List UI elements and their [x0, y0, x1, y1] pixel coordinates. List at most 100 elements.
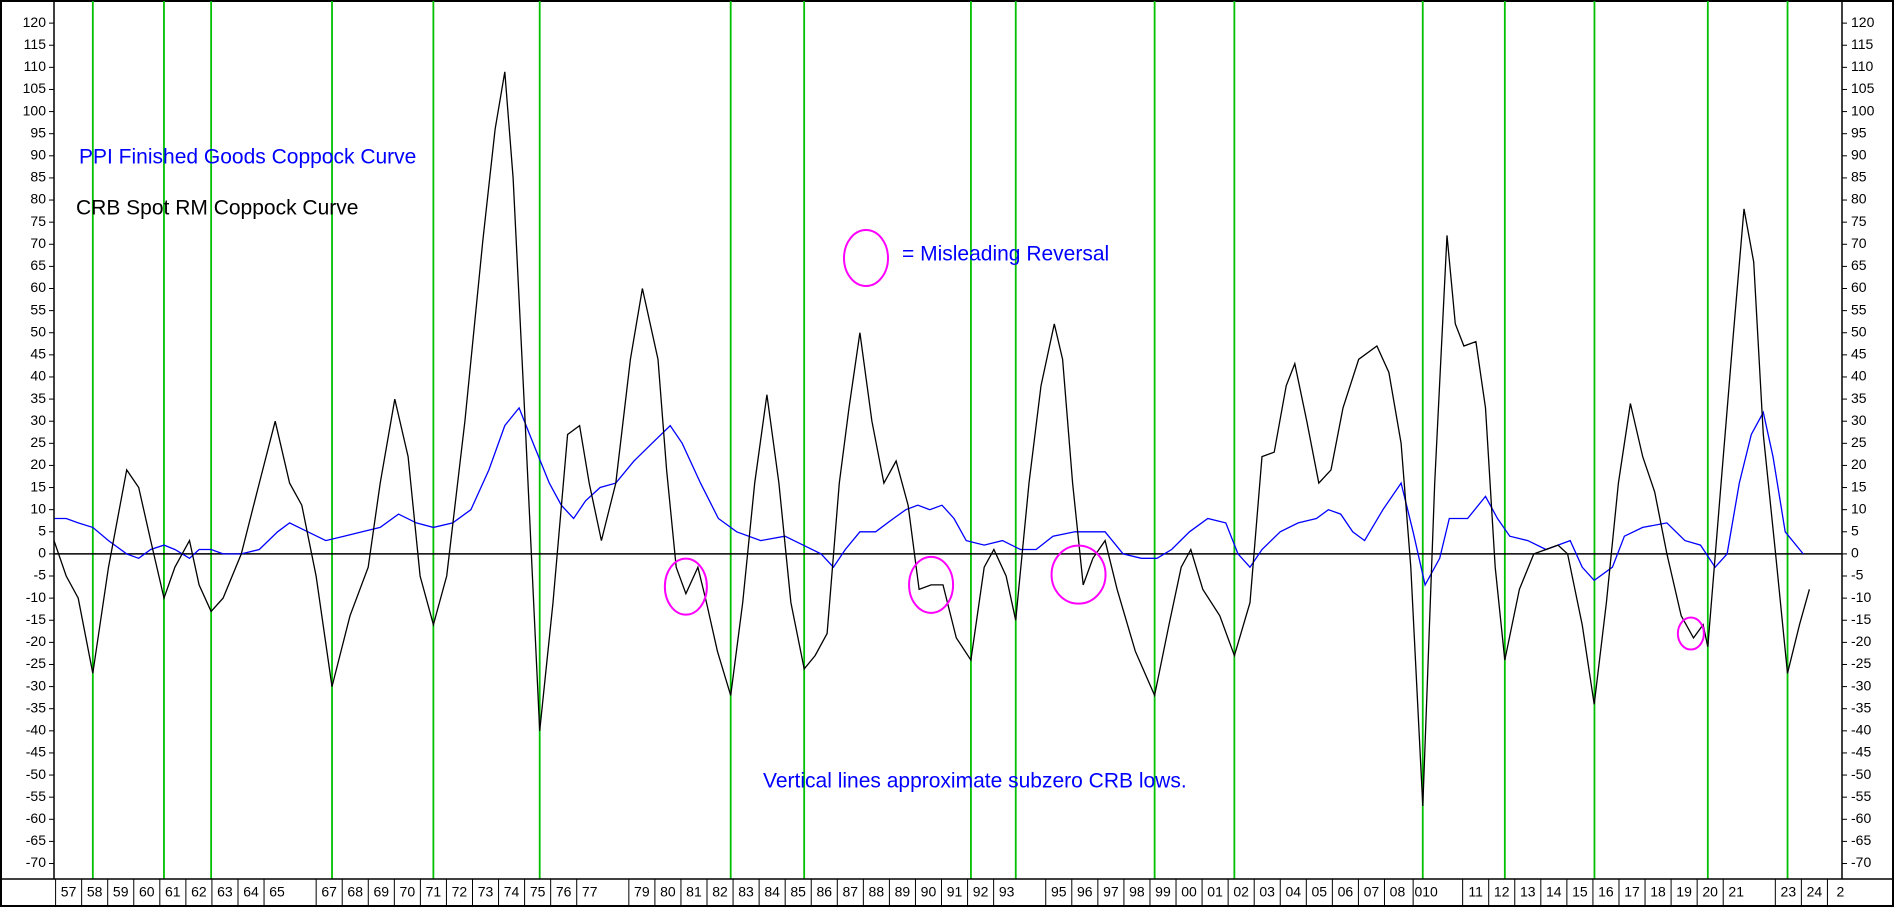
x-tick-label: 60	[139, 884, 155, 900]
y-tick-label: 105	[1851, 80, 1875, 96]
highlight-circle	[1050, 544, 1107, 605]
y-tick-label: 45	[30, 346, 46, 362]
x-tick-label: 2	[1837, 884, 1845, 900]
x-tick-label: 69	[373, 884, 389, 900]
highlight-circle	[663, 557, 708, 616]
annotation-note: Vertical lines approximate subzero CRB l…	[763, 770, 1187, 793]
y-tick-label: 75	[30, 213, 46, 229]
y-tick-label: 35	[1851, 390, 1867, 406]
x-tick-label: 18	[1650, 884, 1666, 900]
y-tick-label: -20	[26, 633, 46, 649]
y-tick-label: -15	[1851, 611, 1871, 627]
y-tick-label: -40	[26, 722, 46, 738]
x-tick-label: 010	[1414, 884, 1438, 900]
x-tick-label: 08	[1390, 884, 1406, 900]
x-tick-label: 23	[1781, 884, 1797, 900]
x-tick-label: 92	[973, 884, 989, 900]
y-tick-label: 45	[1851, 346, 1867, 362]
y-tick-label: -30	[1851, 677, 1871, 693]
x-tick-label: 06	[1338, 884, 1354, 900]
x-tick-label: 04	[1285, 884, 1301, 900]
y-tick-label: 50	[30, 323, 46, 339]
x-tick-label: 96	[1077, 884, 1093, 900]
y-tick-label: 85	[30, 169, 46, 185]
x-tick-label: 03	[1259, 884, 1275, 900]
y-tick-label: 90	[30, 147, 46, 163]
y-tick-label: -65	[1851, 832, 1871, 848]
y-tick-label: -25	[26, 655, 46, 671]
y-tick-label: -50	[26, 766, 46, 782]
y-tick-label: -45	[26, 744, 46, 760]
y-tick-label: -35	[26, 699, 46, 715]
x-tick-label: 71	[426, 884, 442, 900]
y-tick-label: 120	[1851, 14, 1875, 30]
x-tick-label: 16	[1598, 884, 1614, 900]
y-tick-label: 10	[30, 500, 46, 516]
y-tick-label: 15	[30, 478, 46, 494]
y-tick-label: 115	[1851, 36, 1874, 52]
y-tick-label: 55	[30, 301, 46, 317]
y-tick-label: 0	[1851, 545, 1859, 561]
y-tick-label: 10	[1851, 500, 1867, 516]
x-tick-label: 57	[61, 884, 77, 900]
y-tick-label: 80	[1851, 191, 1867, 207]
x-tick-label: 82	[712, 884, 728, 900]
y-tick-label: 60	[30, 279, 46, 295]
x-tick-label: 87	[842, 884, 858, 900]
x-tick-label: 64	[243, 884, 259, 900]
x-tick-label: 98	[1129, 884, 1145, 900]
plot-area	[53, 1, 1842, 879]
x-tick-label: 14	[1546, 884, 1562, 900]
y-tick-label: 70	[1851, 235, 1867, 251]
y-tick-label: -65	[26, 832, 46, 848]
x-tick-label: 72	[452, 884, 468, 900]
y-tick-label: 5	[38, 522, 46, 538]
y-tick-label: -55	[1851, 788, 1871, 804]
x-tick-label: 59	[113, 884, 129, 900]
x-tick-label: 83	[738, 884, 754, 900]
y-tick-label: 0	[38, 545, 46, 561]
y-tick-label: 95	[30, 124, 46, 140]
x-tick-label: 70	[400, 884, 416, 900]
y-tick-label: -70	[26, 854, 46, 870]
x-tick-label: 74	[504, 884, 520, 900]
x-tick-label: 61	[165, 884, 181, 900]
y-tick-label: 40	[1851, 368, 1867, 384]
x-tick-label: 00	[1181, 884, 1197, 900]
x-tick-label: 77	[582, 884, 598, 900]
y-tick-label: -45	[1851, 744, 1871, 760]
x-tick-label: 65	[269, 884, 285, 900]
y-tick-label: -20	[1851, 633, 1871, 649]
x-tick-label: 79	[634, 884, 650, 900]
annotation-ppi: PPI Finished Goods Coppock Curve	[79, 146, 416, 169]
y-tick-label: 120	[23, 14, 47, 30]
x-tick-label: 58	[87, 884, 103, 900]
y-tick-label: 100	[1851, 102, 1875, 118]
y-tick-label: 15	[1851, 478, 1867, 494]
y-tick-label: 80	[30, 191, 46, 207]
x-tick-label: 11	[1468, 884, 1483, 900]
y-tick-label: 40	[30, 368, 46, 384]
y-tick-label: -40	[1851, 722, 1871, 738]
y-tick-label: -55	[26, 788, 46, 804]
y-tick-label: -60	[26, 810, 46, 826]
y-tick-label: -10	[1851, 589, 1871, 605]
y-tick-label: -50	[1851, 766, 1871, 782]
x-tick-label: 68	[347, 884, 363, 900]
y-tick-label: 65	[30, 257, 46, 273]
y-tick-label: -15	[26, 611, 46, 627]
x-tick-label: 75	[530, 884, 546, 900]
x-tick-label: 88	[869, 884, 885, 900]
x-tick-label: 19	[1676, 884, 1692, 900]
y-tick-label: -70	[1851, 854, 1871, 870]
y-tick-label: 60	[1851, 279, 1867, 295]
y-tick-label: 35	[30, 390, 46, 406]
y-tick-label: 100	[23, 102, 47, 118]
y-tick-label: -10	[26, 589, 46, 605]
x-tick-label: 05	[1312, 884, 1328, 900]
highlight-circle	[908, 555, 955, 614]
y-tick-label: 5	[1851, 522, 1859, 538]
y-tick-label: 95	[1851, 124, 1867, 140]
x-tick-label: 21	[1728, 884, 1744, 900]
